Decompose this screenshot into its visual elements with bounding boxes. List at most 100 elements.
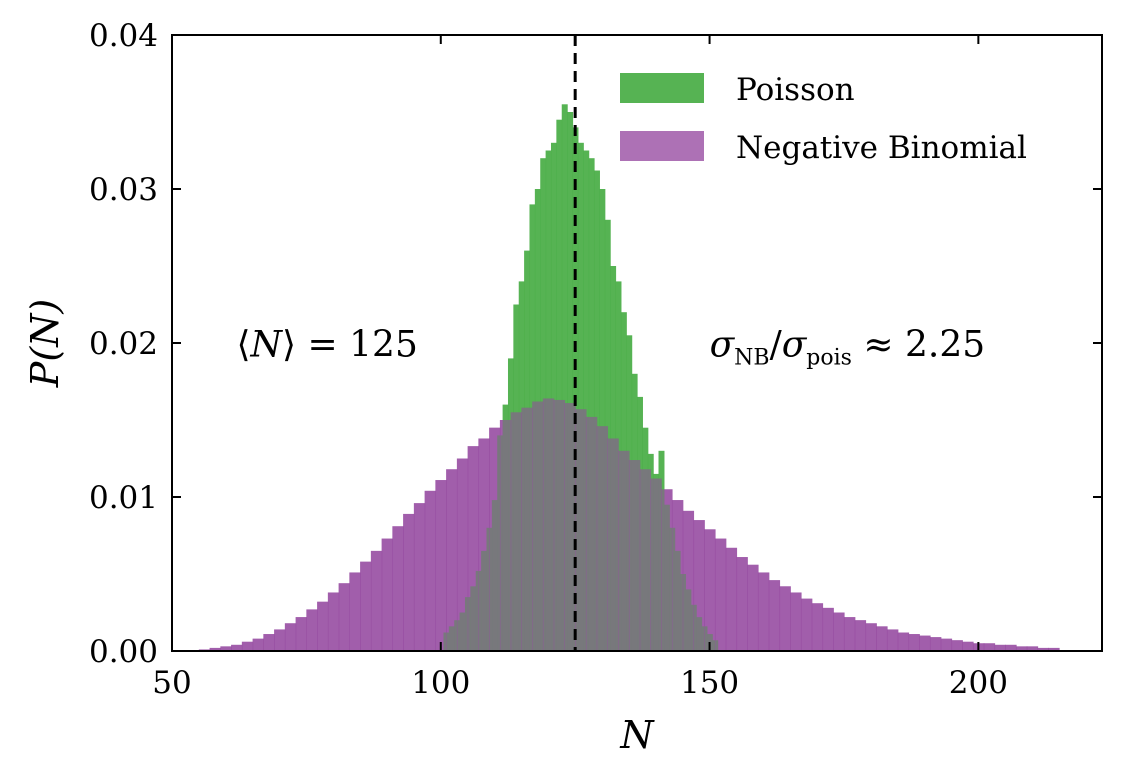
negative-binomial-overlay-bar-17 [381, 538, 394, 651]
negative-binomial-overlay-bar-35 [575, 409, 587, 651]
negative-binomial-overlay-bar-51 [747, 564, 759, 651]
poisson-bar-20 [550, 142, 557, 652]
negative-binomial-overlay-bar-21 [424, 490, 437, 651]
negative-binomial-overlay-bar-15 [360, 561, 372, 651]
y-tick-label-4: 0.04 [89, 18, 158, 54]
negative-binomial-overlay-bar-77 [1026, 646, 1039, 651]
negative-binomial-overlay-bar-52 [757, 572, 770, 651]
x-axis-ticks: 50 100 150 200 [152, 35, 1008, 701]
negative-binomial-overlay-bar-22 [435, 480, 447, 651]
negative-binomial-overlay-bar-13 [338, 583, 350, 651]
negative-binomial-overlay-bar-56 [800, 598, 813, 651]
negative-binomial-overlay-bar-78 [1037, 647, 1049, 651]
negative-binomial-overlay-bar-7 [274, 629, 286, 651]
negative-binomial-overlay-bar-32 [542, 398, 555, 651]
negative-binomial-overlay-bar-16 [370, 550, 383, 651]
negative-binomial-overlay-bar-24 [456, 458, 469, 651]
negative-binomial-overlay-bar-34 [564, 403, 576, 651]
negative-binomial-overlay-bar-68 [929, 637, 942, 651]
negative-binomial-overlay-bar-10 [306, 609, 318, 651]
negative-binomial-overlay-bar-73 [983, 643, 996, 651]
negative-binomial-overlay-bar-31 [532, 401, 544, 651]
negative-binomial-overlay-bar-49 [725, 547, 738, 651]
x-tick-label-1: 100 [411, 665, 470, 701]
negative-binomial-overlay-bar-45 [682, 510, 695, 651]
negative-binomial-overlay-bar-20 [413, 503, 426, 651]
poisson-bar-26 [583, 150, 590, 651]
negative-binomial-overlay-bar-11 [317, 601, 329, 651]
negative-binomial-overlay-bars [198, 398, 1060, 651]
legend-label-negative-binomial: Negative Binomial [736, 130, 1027, 166]
negative-binomial-overlay-bar-50 [736, 557, 748, 651]
negative-binomial-overlay-bar-1 [209, 647, 221, 651]
negative-binomial-overlay-bar-19 [403, 513, 415, 651]
negative-binomial-overlay-bar-27 [489, 427, 501, 651]
negative-binomial-overlay-bar-5 [252, 638, 264, 651]
poisson-bar-21 [556, 119, 563, 651]
negative-binomial-overlay-bar-75 [1005, 644, 1017, 651]
negative-binomial-overlay-bar-79 [1048, 647, 1060, 651]
negative-binomial-overlay-bar-69 [940, 638, 953, 651]
negative-binomial-overlay-bar-3 [231, 644, 243, 651]
sigma-ratio-annotation: σNB/σpois ≈ 2.25 [710, 325, 986, 371]
negative-binomial-overlay-bar-37 [596, 426, 609, 651]
y-tick-label-3: 0.03 [89, 172, 158, 208]
negative-binomial-overlay-bar-6 [263, 634, 275, 651]
legend: Poisson Negative Binomial [620, 72, 1027, 166]
poisson-bar-27 [588, 158, 595, 651]
negative-binomial-overlay-bar-28 [499, 420, 512, 651]
negative-binomial-overlay-bar-66 [908, 634, 920, 651]
negative-binomial-overlay-bar-74 [994, 644, 1006, 651]
negative-binomial-overlay-bar-54 [779, 586, 791, 651]
negative-binomial-overlay-bar-43 [661, 489, 673, 651]
y-tick-label-2: 0.02 [89, 326, 158, 362]
mean-annotation: ⟨N⟩ = 125 [237, 325, 418, 366]
negative-binomial-overlay-bar-46 [693, 520, 705, 651]
negative-binomial-overlay-bar-53 [768, 580, 781, 651]
negative-binomial-overlay-bar-42 [650, 478, 662, 651]
negative-binomial-overlay-bar-67 [919, 635, 931, 651]
negative-binomial-overlay-bar-48 [714, 538, 727, 651]
x-tick-label-0: 50 [152, 665, 191, 701]
negative-binomial-overlay-bar-14 [349, 572, 361, 651]
negative-binomial-overlay-bar-33 [553, 399, 566, 651]
negative-binomial-overlay-bar-2 [220, 646, 232, 651]
y-axis-label: P(N) [23, 299, 67, 388]
negative-binomial-overlay-bar-71 [962, 641, 974, 651]
negative-binomial-overlay-bar-44 [671, 500, 684, 651]
negative-binomial-overlay-bar-60 [843, 617, 856, 651]
x-axis-label: N [619, 713, 655, 757]
negative-binomial-overlay-bar-38 [607, 438, 619, 651]
negative-binomial-overlay-bar-12 [327, 592, 340, 651]
negative-binomial-overlay-bar-41 [639, 469, 652, 651]
negative-binomial-overlay-bar-30 [521, 407, 533, 651]
negative-binomial-overlay-bar-59 [833, 612, 845, 651]
poisson-bar-22 [561, 104, 568, 652]
poisson-bar-24 [572, 127, 579, 651]
negative-binomial-overlay-bar-39 [618, 450, 630, 651]
negative-binomial-overlay-bar-9 [295, 617, 307, 651]
legend-label-poisson: Poisson [736, 72, 855, 108]
negative-binomial-overlay-bar-65 [897, 632, 910, 651]
negative-binomial-overlay-bar-70 [951, 640, 963, 651]
negative-binomial-overlay-bar-8 [284, 623, 297, 651]
x-tick-label-3: 200 [949, 665, 1008, 701]
negative-binomial-overlay-bar-36 [585, 416, 598, 651]
negative-binomial-overlay-bar-55 [790, 592, 802, 651]
negative-binomial-overlay-bar-47 [704, 529, 716, 651]
x-tick-label-2: 150 [680, 665, 739, 701]
poisson-bar-23 [567, 112, 574, 651]
negative-binomial-overlay-bar-63 [876, 626, 888, 651]
negative-binomial-overlay-bar-40 [628, 460, 641, 651]
y-tick-label-0: 0.00 [89, 634, 158, 670]
poisson-bar-25 [577, 142, 584, 652]
y-axis-ticks: 0.00 0.01 0.02 0.03 0.04 [89, 18, 1102, 670]
negative-binomial-overlay-bar-57 [811, 603, 824, 651]
legend-swatch-negative-binomial [620, 131, 704, 161]
poisson-bar-28 [593, 170, 600, 651]
negative-binomial-overlay-bar-23 [446, 469, 458, 651]
negative-binomial-overlay-bar-4 [241, 641, 254, 651]
negative-binomial-overlay-bar-58 [822, 607, 834, 651]
negative-binomial-overlay-bar-61 [854, 620, 867, 651]
